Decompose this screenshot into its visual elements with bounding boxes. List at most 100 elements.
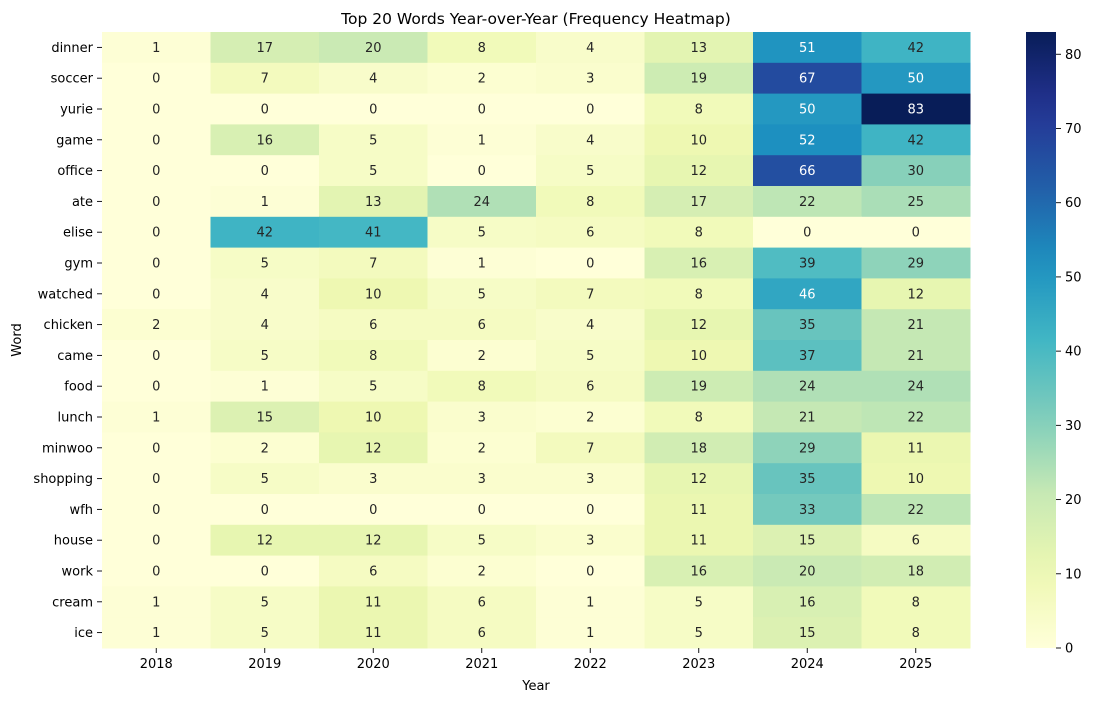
cell-value: 0	[152, 441, 160, 456]
cell-value: 0	[152, 133, 160, 148]
heatmap-cell-wfh-2021	[427, 494, 537, 526]
cell-value: 5	[261, 626, 269, 641]
heatmap-cell-yurie-2021	[427, 93, 537, 125]
y-tick-label: shopping	[33, 472, 93, 487]
heatmap-cell-cream-2019	[210, 586, 320, 618]
heatmap-cell-ate-2022	[536, 186, 645, 218]
y-tick-label: wfh	[70, 503, 93, 518]
heatmap-cell-dinner-2019	[210, 32, 320, 64]
cell-value: 0	[478, 503, 486, 518]
cell-value: 0	[152, 195, 160, 210]
heatmap-cell-ate-2019	[210, 186, 320, 218]
colorbar-ticks: 0 10 20 30 40 50 60 70 80	[1056, 48, 1082, 657]
x-axis-label: Year	[521, 679, 550, 694]
cell-value: 0	[152, 565, 160, 580]
heatmap-cell-cream-2022	[536, 586, 645, 618]
heatmap-cell-house-2018	[102, 524, 211, 557]
cell-value: 5	[369, 164, 377, 179]
chart-title: Top 20 Words Year-over-Year (Frequency H…	[340, 10, 731, 28]
cell-value: 5	[478, 287, 486, 302]
colorbar-tick-label: 0	[1065, 642, 1073, 657]
cell-value: 8	[695, 103, 703, 118]
heatmap-cell-ate-2024	[753, 186, 862, 218]
cell-value: 6	[369, 565, 377, 580]
heatmap-cell-soccer-2025	[861, 62, 971, 95]
heatmap-cell-ice-2018	[102, 617, 211, 649]
heatmap-cell-house-2021	[427, 524, 537, 557]
cell-value: 0	[152, 164, 160, 179]
heatmap-cell-came-2021	[427, 340, 537, 372]
heatmap-cell-work-2021	[427, 555, 537, 587]
heatmap-cell-chicken-2024	[753, 309, 862, 341]
cell-value: 0	[369, 103, 377, 118]
heatmap-cell-minwoo-2024	[753, 432, 862, 464]
heatmap-cell-dinner-2020	[319, 32, 428, 64]
heatmap-cell-came-2022	[536, 340, 645, 372]
colorbar-tick-label: 20	[1065, 493, 1082, 508]
cell-value: 0	[478, 164, 486, 179]
heatmap-cell-watched-2018	[102, 278, 211, 310]
heatmap-cell-minwoo-2025	[861, 432, 971, 464]
heatmap-cell-elise-2020	[319, 216, 428, 249]
heatmap-cell-food-2025	[861, 370, 971, 403]
cell-value: 37	[799, 349, 816, 364]
heatmap-cell-elise-2022	[536, 216, 645, 249]
cell-value: 0	[586, 565, 594, 580]
cell-value: 42	[256, 226, 273, 241]
heatmap-cell-ice-2025	[861, 617, 971, 649]
cell-value: 0	[152, 257, 160, 272]
heatmap-cell-soccer-2019	[210, 62, 320, 95]
heatmap-cell-gym-2020	[319, 247, 428, 279]
cell-value: 4	[369, 72, 377, 87]
heatmap-cell-food-2021	[427, 370, 537, 403]
cell-value: 6	[586, 226, 594, 241]
heatmap-cell-game-2024	[753, 124, 862, 156]
heatmap-cell-food-2024	[753, 370, 862, 403]
cell-value: 21	[799, 411, 816, 426]
cell-value: 24	[473, 195, 490, 210]
heatmap-cell-elise-2018	[102, 216, 211, 249]
heatmap-cell-chicken-2020	[319, 309, 428, 341]
y-axis-ticks: dinner soccer yurie game office ate elise gym wa…	[33, 41, 102, 641]
cell-value: 0	[586, 503, 594, 518]
cell-value: 1	[152, 41, 160, 56]
y-tick-label: food	[64, 380, 93, 395]
heatmap-cell-office-2025	[861, 155, 971, 187]
cell-value: 18	[690, 441, 707, 456]
cell-value: 0	[478, 103, 486, 118]
y-tick-label: house	[54, 534, 93, 549]
cell-value: 50	[799, 103, 816, 118]
heatmap-cell-yurie-2020	[319, 93, 428, 125]
cell-value: 6	[478, 318, 486, 333]
cell-value: 0	[261, 503, 269, 518]
cell-value: 0	[803, 226, 811, 241]
heatmap-cell-shopping-2021	[427, 463, 537, 495]
heatmap-cell-minwoo-2023	[644, 432, 754, 464]
cell-value: 2	[478, 72, 486, 87]
heatmap-cell-lunch-2018	[102, 401, 211, 433]
colorbar-tick-label: 70	[1065, 122, 1082, 137]
cell-value: 22	[907, 503, 924, 518]
cell-value: 67	[799, 72, 816, 87]
heatmap-cells	[102, 32, 971, 649]
cell-value: 8	[586, 195, 594, 210]
heatmap-cell-ice-2023	[644, 617, 754, 649]
cell-value: 5	[478, 226, 486, 241]
heatmap-cell-food-2022	[536, 370, 645, 403]
heatmap-cell-house-2023	[644, 524, 754, 557]
cell-value: 5	[695, 595, 703, 610]
colorbar-tick-label: 50	[1065, 270, 1082, 285]
colorbar-tick-label: 10	[1065, 567, 1082, 582]
y-tick-label: yurie	[60, 103, 93, 118]
cell-value: 5	[586, 164, 594, 179]
cell-value: 25	[907, 195, 924, 210]
cell-value: 5	[261, 472, 269, 487]
heatmap-cell-gym-2024	[753, 247, 862, 279]
cell-value: 15	[799, 534, 816, 549]
heatmap-cell-ate-2021	[427, 186, 537, 218]
cell-value: 11	[365, 595, 382, 610]
heatmap-cell-game-2025	[861, 124, 971, 156]
cell-value: 1	[261, 195, 269, 210]
cell-value: 0	[912, 226, 920, 241]
cell-value: 0	[586, 257, 594, 272]
